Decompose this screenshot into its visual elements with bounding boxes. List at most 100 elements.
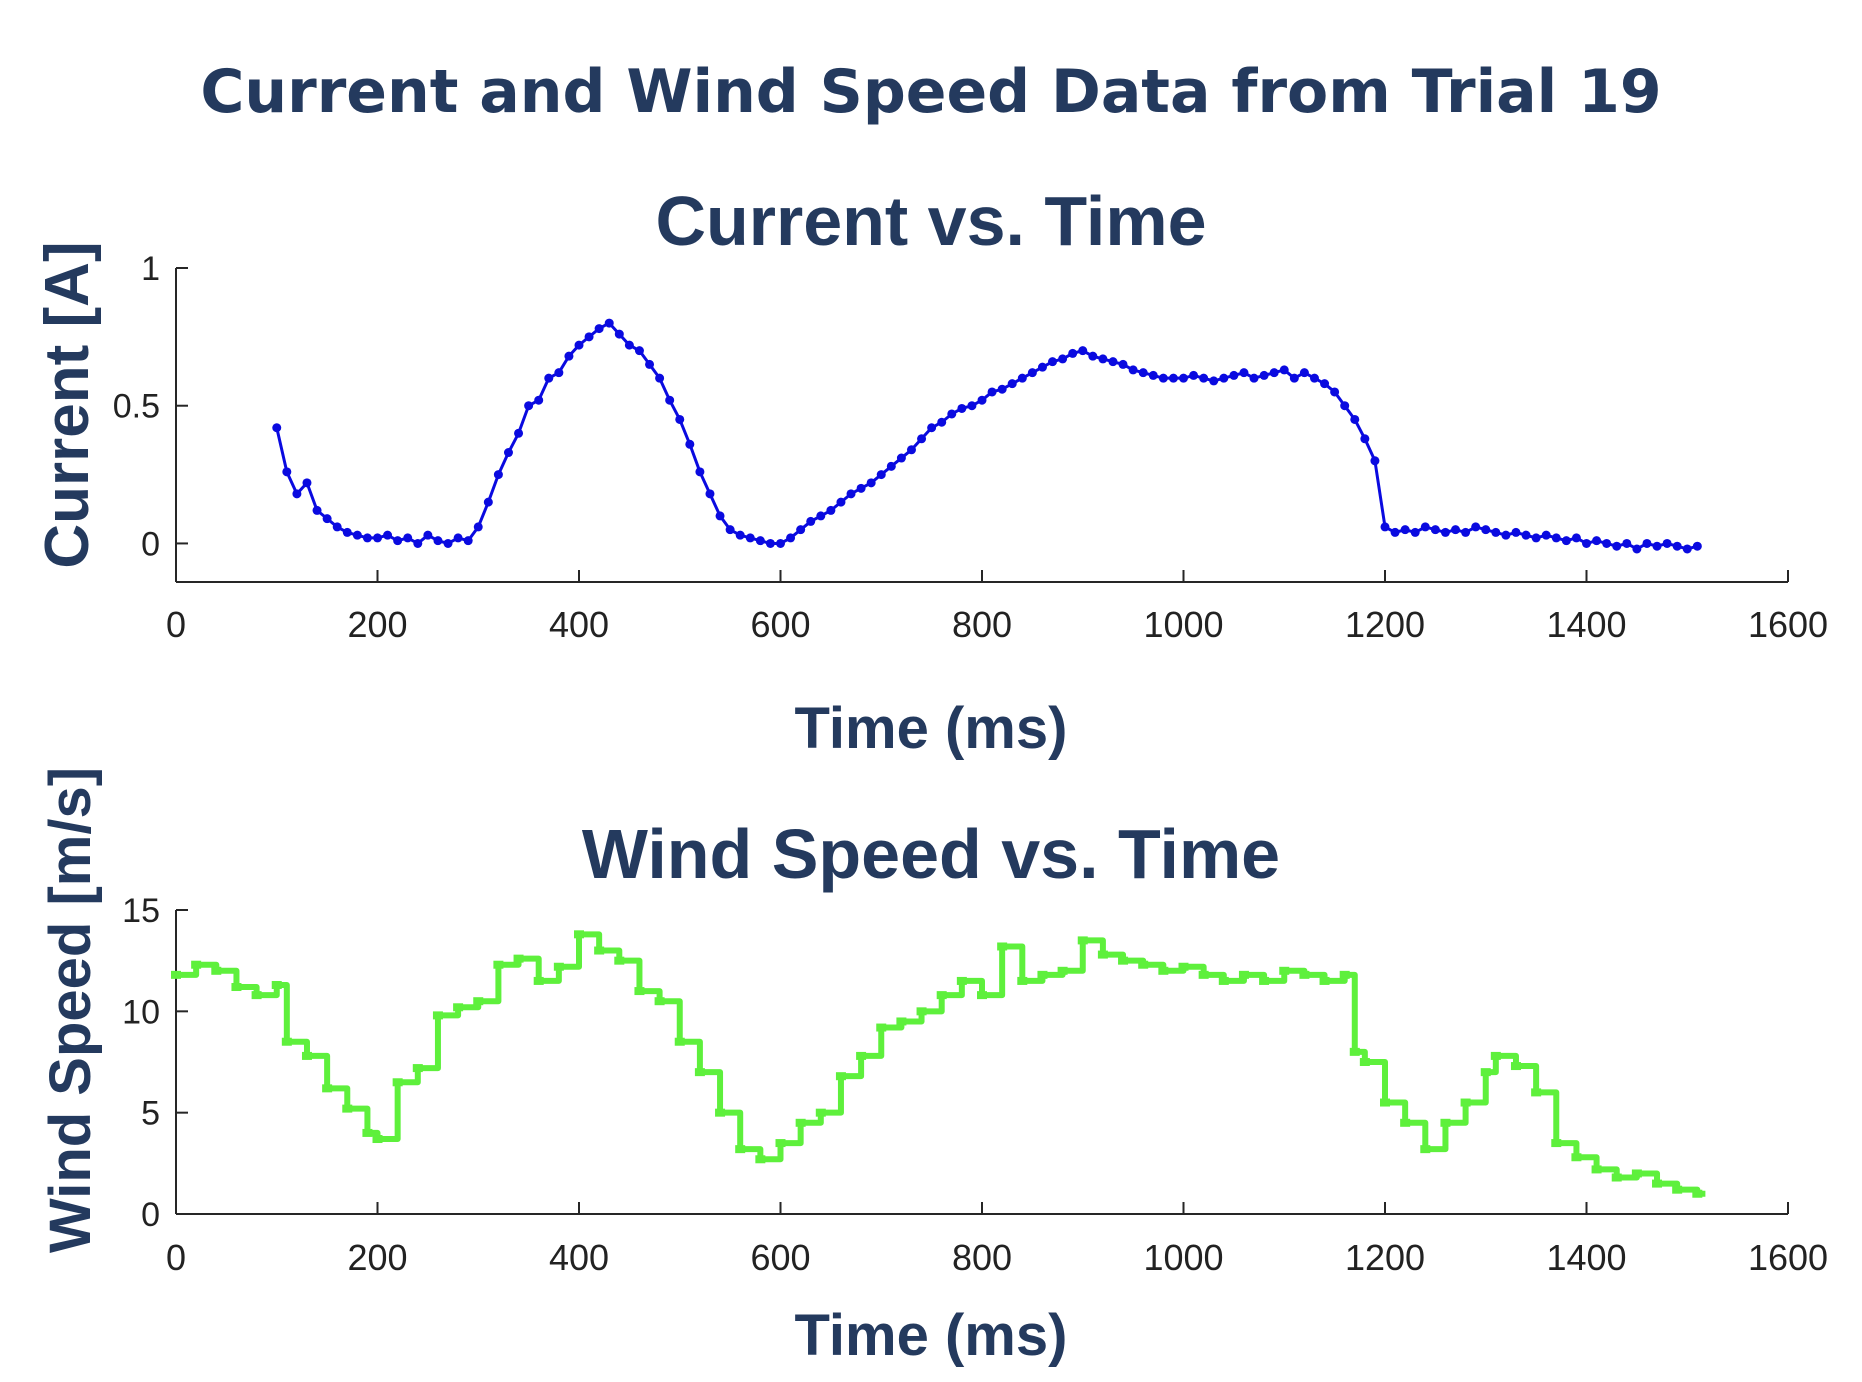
current-data-point: [765, 538, 775, 548]
wind-data-point: [1672, 1185, 1683, 1194]
current-data-point: [1380, 522, 1390, 532]
current-data-point: [806, 516, 816, 526]
wind-data-point: [533, 976, 544, 985]
current-data-point: [433, 536, 443, 546]
wind-data-point: [1631, 1169, 1642, 1178]
wind-x-tick-label: 1200: [1345, 1237, 1425, 1278]
current-data-point: [1471, 522, 1481, 532]
current-data-point: [1390, 527, 1400, 537]
current-data-point: [544, 373, 554, 383]
current-data-point: [1068, 348, 1078, 358]
current-x-tick-label: 1400: [1546, 604, 1626, 645]
wind-data-point: [171, 970, 181, 979]
current-data-point: [332, 522, 342, 532]
wind-y-axis-label: Wind Speed [m/s]: [38, 767, 103, 1253]
current-data-point: [1239, 368, 1249, 378]
current-data-point: [1592, 536, 1602, 546]
wind-data-point: [614, 956, 625, 965]
wind-chart: Wind Speed vs. Time Wind Speed [m/s] Tim…: [38, 767, 1828, 1368]
current-data-point: [735, 530, 745, 540]
wind-data-point: [1480, 1068, 1491, 1077]
wind-y-tick-label: 5: [141, 1095, 160, 1133]
wind-data-point: [1057, 966, 1068, 975]
current-data-point: [1249, 373, 1259, 383]
wind-data-point: [1490, 1051, 1501, 1060]
current-x-tick-label: 600: [750, 604, 810, 645]
current-data-point: [1078, 346, 1088, 356]
current-data-point: [1692, 541, 1702, 551]
current-data-point: [473, 522, 483, 532]
current-data-point: [1340, 401, 1350, 411]
wind-data-point: [1299, 970, 1310, 979]
wind-data-point: [1118, 956, 1129, 965]
wind-data-point: [715, 1108, 726, 1117]
wind-x-tick-label: 1600: [1748, 1237, 1828, 1278]
current-data-point: [383, 530, 393, 540]
current-data-point: [312, 505, 322, 515]
current-data-point: [1168, 373, 1178, 383]
wind-x-tick-label: 800: [952, 1237, 1012, 1278]
current-data-point: [1289, 373, 1299, 383]
current-data-point: [342, 527, 352, 537]
wind-data-point: [231, 983, 242, 992]
current-data-point: [1420, 522, 1430, 532]
wind-data-point: [735, 1145, 746, 1154]
current-data-point: [604, 318, 614, 328]
current-data-point: [705, 489, 715, 499]
wind-data-point: [1460, 1098, 1471, 1107]
wind-data-point: [1510, 1062, 1521, 1071]
current-chart-title: Current vs. Time: [655, 182, 1206, 260]
wind-data-point: [1349, 1047, 1360, 1056]
wind-data-point: [1259, 976, 1270, 985]
current-x-tick-label: 0: [166, 604, 186, 645]
current-data-point: [755, 536, 765, 546]
wind-data-point: [372, 1135, 383, 1144]
current-x-tick-label: 1600: [1748, 604, 1828, 645]
current-data-point: [1309, 373, 1319, 383]
wind-y-tick-label: 15: [122, 892, 160, 930]
current-data-point: [917, 434, 927, 444]
current-data-point: [997, 384, 1007, 394]
current-data-point: [1491, 527, 1501, 537]
current-data-point: [967, 401, 977, 411]
current-data-point: [1269, 368, 1279, 378]
current-data-point: [1128, 365, 1138, 375]
current-data-point: [584, 332, 594, 342]
wind-chart-title: Wind Speed vs. Time: [582, 815, 1280, 893]
current-data-point: [1219, 373, 1229, 383]
current-data-point: [1400, 525, 1410, 535]
current-data-point: [272, 423, 282, 433]
current-data-point: [836, 497, 846, 507]
wind-data-point: [453, 1003, 464, 1012]
wind-data-point: [1420, 1145, 1431, 1154]
current-data-point: [1330, 387, 1340, 397]
current-data-point: [1017, 373, 1027, 383]
current-data-point: [1461, 527, 1471, 537]
current-data-point: [493, 470, 503, 480]
current-data-point: [514, 428, 524, 438]
current-plot-area: 0 200 400 600 800 1000 1200 1400 1600 0 0.5 1: [113, 250, 1828, 645]
current-data-point: [534, 395, 544, 405]
current-data-point: [1048, 357, 1058, 367]
wind-data-point: [513, 954, 524, 963]
wind-data-point: [594, 946, 605, 955]
wind-x-tick-label: 400: [549, 1237, 609, 1278]
current-x-tick-label: 1200: [1345, 604, 1425, 645]
current-data-point: [1481, 525, 1491, 535]
current-data-point: [423, 530, 433, 540]
wind-data-point: [1319, 976, 1330, 985]
current-data-point: [413, 538, 423, 548]
current-data-point: [695, 467, 705, 477]
current-data-point: [745, 533, 755, 543]
wind-data-point: [281, 1037, 292, 1046]
current-data-point: [1279, 365, 1289, 375]
current-data-point: [1148, 370, 1158, 380]
current-data-point: [826, 505, 836, 515]
current-data-point: [846, 489, 856, 499]
current-chart: Current vs. Time Current [A] Time (ms) 0…: [33, 182, 1828, 761]
current-data-point: [1551, 533, 1561, 543]
wind-data-point: [1652, 1179, 1663, 1188]
current-data-point: [362, 533, 372, 543]
current-data-point: [947, 409, 957, 419]
